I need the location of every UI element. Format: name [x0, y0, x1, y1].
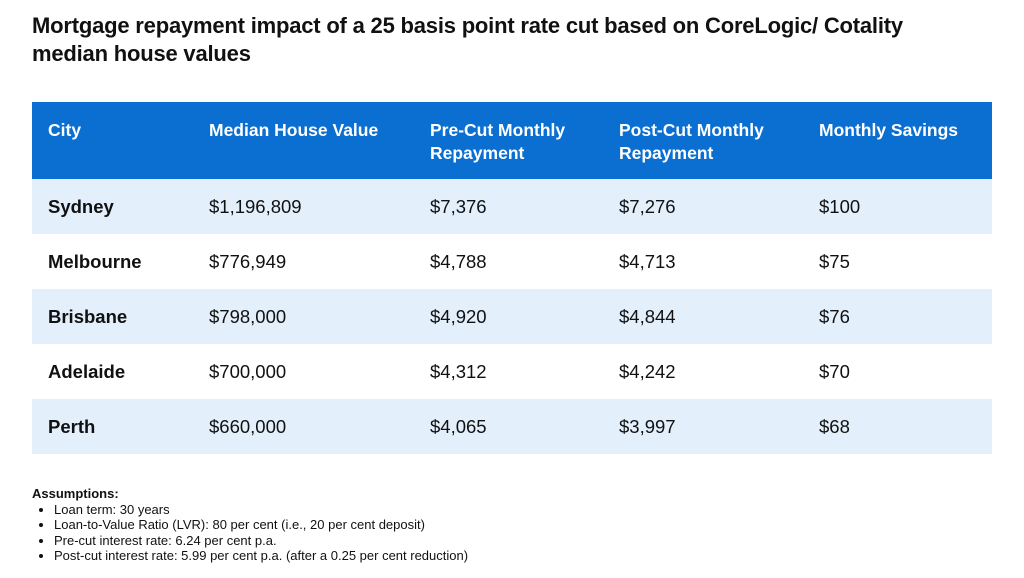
assumptions-list: Loan term: 30 years Loan-to-Value Ratio …: [32, 502, 932, 564]
savings-cell: $75: [803, 234, 992, 289]
table-row: Perth $660,000 $4,065 $3,997 $68: [32, 399, 992, 454]
table-row: Adelaide $700,000 $4,312 $4,242 $70: [32, 344, 992, 399]
pre-cut-cell: $4,920: [414, 289, 603, 344]
assumptions-heading: Assumptions:: [32, 486, 119, 501]
post-cut-cell: $4,713: [603, 234, 803, 289]
pre-cut-cell: $4,312: [414, 344, 603, 399]
median-value-cell: $798,000: [193, 289, 414, 344]
savings-cell: $70: [803, 344, 992, 399]
median-value-cell: $700,000: [193, 344, 414, 399]
list-item: Pre-cut interest rate: 6.24 per cent p.a…: [54, 533, 932, 549]
median-value-cell: $660,000: [193, 399, 414, 454]
table-row: Melbourne $776,949 $4,788 $4,713 $75: [32, 234, 992, 289]
city-cell: Adelaide: [32, 344, 193, 399]
column-header-city: City: [32, 102, 193, 179]
city-cell: Brisbane: [32, 289, 193, 344]
pre-cut-cell: $4,788: [414, 234, 603, 289]
post-cut-cell: $3,997: [603, 399, 803, 454]
list-item: Post-cut interest rate: 5.99 per cent p.…: [54, 548, 932, 564]
post-cut-cell: $7,276: [603, 179, 803, 234]
table-row: Brisbane $798,000 $4,920 $4,844 $76: [32, 289, 992, 344]
post-cut-cell: $4,844: [603, 289, 803, 344]
median-value-cell: $1,196,809: [193, 179, 414, 234]
savings-cell: $100: [803, 179, 992, 234]
repayment-table: City Median House Value Pre-Cut Monthly …: [32, 102, 992, 454]
list-item: Loan-to-Value Ratio (LVR): 80 per cent (…: [54, 517, 932, 533]
column-header-pre-cut-repayment: Pre-Cut Monthly Repayment: [414, 102, 603, 179]
page-title: Mortgage repayment impact of a 25 basis …: [32, 13, 903, 66]
assumptions-section: Assumptions: Loan term: 30 years Loan-to…: [32, 486, 932, 564]
column-header-post-cut-repayment: Post-Cut Monthly Repayment: [603, 102, 803, 179]
pre-cut-cell: $7,376: [414, 179, 603, 234]
city-cell: Sydney: [32, 179, 193, 234]
post-cut-cell: $4,242: [603, 344, 803, 399]
list-item: Loan term: 30 years: [54, 502, 932, 518]
savings-cell: $76: [803, 289, 992, 344]
column-header-monthly-savings: Monthly Savings: [803, 102, 992, 179]
table-header-row: City Median House Value Pre-Cut Monthly …: [32, 102, 992, 179]
city-cell: Perth: [32, 399, 193, 454]
city-cell: Melbourne: [32, 234, 193, 289]
median-value-cell: $776,949: [193, 234, 414, 289]
savings-cell: $68: [803, 399, 992, 454]
table-row: Sydney $1,196,809 $7,376 $7,276 $100: [32, 179, 992, 234]
pre-cut-cell: $4,065: [414, 399, 603, 454]
column-header-median-house-value: Median House Value: [193, 102, 414, 179]
